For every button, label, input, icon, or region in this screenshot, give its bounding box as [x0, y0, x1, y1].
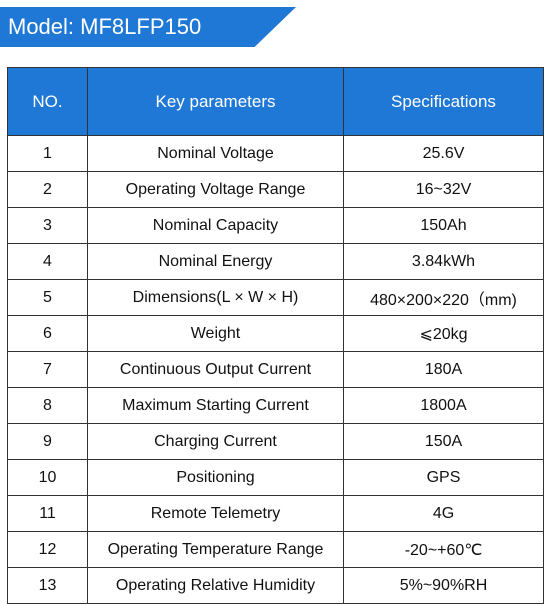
cell-param: Continuous Output Current — [87, 351, 344, 388]
cell-param: Dimensions(L × W × H) — [87, 279, 344, 316]
cell-no: 4 — [7, 243, 88, 280]
table-row: 7 Continuous Output Current 180A — [7, 351, 544, 388]
cell-no: 7 — [7, 351, 88, 388]
cell-no: 8 — [7, 387, 88, 424]
cell-param: Operating Voltage Range — [87, 171, 344, 208]
cell-spec: 25.6V — [343, 135, 544, 172]
cell-no: 9 — [7, 423, 88, 460]
table-row: 11 Remote Telemetry 4G — [7, 495, 544, 532]
table-row: 6 Weight ⩽20kg — [7, 315, 544, 352]
cell-no: 1 — [7, 135, 88, 172]
table-row: 3 Nominal Capacity 150Ah — [7, 207, 544, 244]
table-row: 2 Operating Voltage Range 16~32V — [7, 171, 544, 208]
cell-spec: 1800A — [343, 387, 544, 424]
cell-param: Nominal Voltage — [87, 135, 344, 172]
header-no: NO. — [7, 67, 88, 136]
table-row: 8 Maximum Starting Current 1800A — [7, 387, 544, 424]
cell-no: 10 — [7, 459, 88, 496]
cell-param: Operating Relative Humidity — [87, 567, 344, 604]
cell-no: 5 — [7, 279, 88, 316]
cell-spec: 16~32V — [343, 171, 544, 208]
cell-no: 6 — [7, 315, 88, 352]
table-row: 10 Positioning GPS — [7, 459, 544, 496]
cell-spec: -20~+60℃ — [343, 531, 544, 568]
cell-spec: 4G — [343, 495, 544, 532]
cell-spec: 480×200×220（mm) — [343, 279, 544, 316]
table-row: 13 Operating Relative Humidity 5%~90%RH — [7, 567, 544, 604]
cell-param: Weight — [87, 315, 344, 352]
cell-spec: 150Ah — [343, 207, 544, 244]
cell-no: 2 — [7, 171, 88, 208]
cell-param: Maximum Starting Current — [87, 387, 344, 424]
cell-no: 3 — [7, 207, 88, 244]
table-row: 5 Dimensions(L × W × H) 480×200×220（mm) — [7, 279, 544, 316]
cell-param: Charging Current — [87, 423, 344, 460]
header-specifications: Specifications — [343, 67, 544, 136]
cell-param: Operating Temperature Range — [87, 531, 344, 568]
cell-spec: ⩽20kg — [343, 315, 544, 352]
table-row: 12 Operating Temperature Range -20~+60℃ — [7, 531, 544, 568]
cell-spec: GPS — [343, 459, 544, 496]
page-title: Model: MF8LFP150 — [8, 14, 202, 39]
cell-param: Positioning — [87, 459, 344, 496]
table-row: 4 Nominal Energy 3.84kWh — [7, 243, 544, 280]
cell-no: 13 — [7, 567, 88, 604]
table-row: 1 Nominal Voltage 25.6V — [7, 135, 544, 172]
title-banner: Model: MF8LFP150 — [0, 7, 296, 47]
cell-no: 11 — [7, 495, 88, 532]
cell-spec: 180A — [343, 351, 544, 388]
cell-param: Nominal Capacity — [87, 207, 344, 244]
cell-no: 12 — [7, 531, 88, 568]
cell-param: Remote Telemetry — [87, 495, 344, 532]
cell-spec: 3.84kWh — [343, 243, 544, 280]
header-key-parameters: Key parameters — [87, 67, 344, 136]
spec-table: NO. Key parameters Specifications 1 Nomi… — [7, 67, 544, 604]
cell-param: Nominal Energy — [87, 243, 344, 280]
cell-spec: 150A — [343, 423, 544, 460]
cell-spec: 5%~90%RH — [343, 567, 544, 604]
table-row: 9 Charging Current 150A — [7, 423, 544, 460]
table-header-row: NO. Key parameters Specifications — [7, 67, 544, 136]
